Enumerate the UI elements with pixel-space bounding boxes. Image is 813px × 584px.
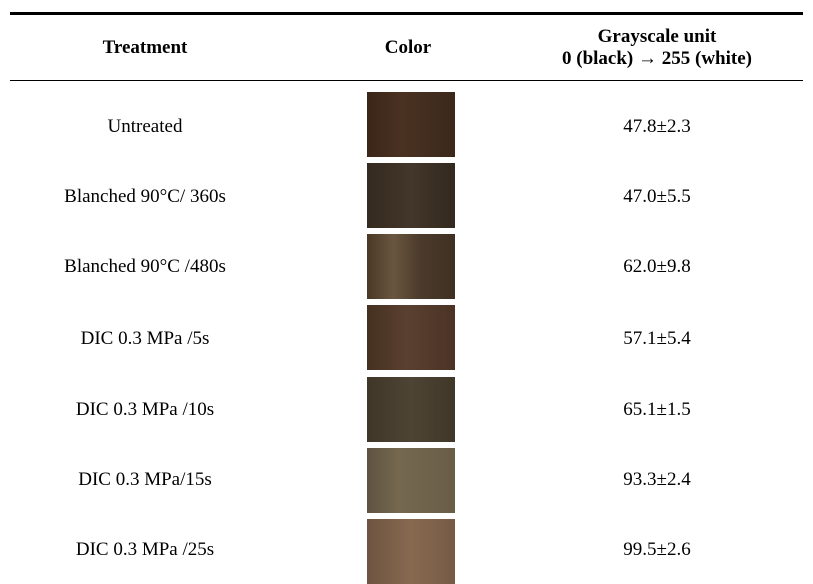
treatment: Blanched 90°C/ 360s	[64, 186, 226, 207]
treatment: Untreated	[107, 116, 183, 137]
grayscale: 57.1±5.4	[623, 328, 691, 349]
header-cell: Treatment	[102, 37, 188, 58]
grayscale: 47.8±2.3	[623, 116, 691, 137]
color-swatch	[367, 448, 455, 513]
color-swatch	[367, 163, 455, 228]
header-subtitle: 0 (black) → 255 (white)	[562, 48, 752, 69]
header-rule	[10, 80, 803, 81]
treatment: DIC 0.3 MPa /10s	[75, 399, 215, 420]
color-swatch	[367, 519, 455, 584]
header-cell: Color	[384, 37, 432, 58]
treatment: Blanched 90°C /480s	[64, 256, 226, 277]
treatment: DIC 0.3 MPa/15s	[78, 469, 212, 490]
color-swatch	[367, 234, 455, 299]
grayscale: 93.3±2.4	[623, 469, 691, 490]
treatment: DIC 0.3 MPa /5s	[80, 328, 210, 349]
header-title: Grayscale unit	[597, 26, 717, 47]
grayscale: 65.1±1.5	[623, 399, 691, 420]
color-swatch	[367, 92, 455, 157]
grayscale: 99.5±2.6	[623, 539, 691, 560]
top-rule	[10, 12, 803, 15]
color-swatch	[367, 377, 455, 442]
grayscale: 62.0±9.8	[623, 256, 691, 277]
treatment: DIC 0.3 MPa /25s	[75, 539, 215, 560]
grayscale: 47.0±5.5	[623, 186, 691, 207]
color-swatch	[367, 305, 455, 370]
header-cell: Grayscale unit 0 (black) → 255 (white)	[562, 26, 752, 70]
